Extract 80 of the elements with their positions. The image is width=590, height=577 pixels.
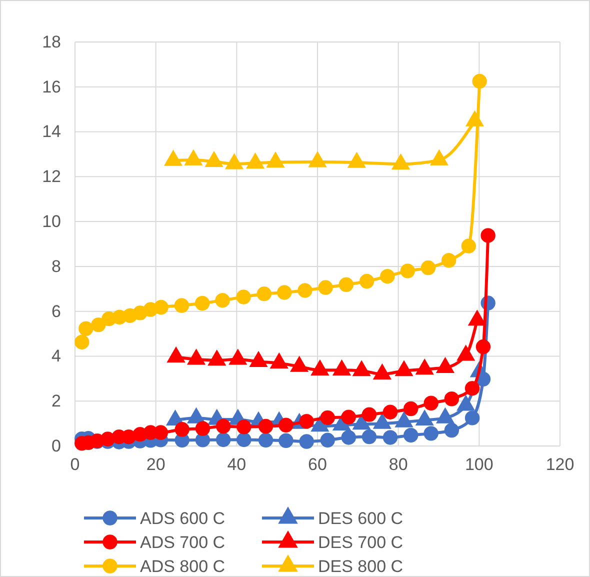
point (424, 426, 438, 441)
point (382, 404, 398, 420)
point (278, 418, 294, 432)
point (391, 153, 410, 170)
legend-label: DES 800 C (318, 557, 404, 576)
point (299, 414, 314, 429)
point (442, 253, 456, 268)
legend-label: ADS 800 C (140, 557, 226, 576)
x-tick-label: 60 (308, 455, 327, 474)
y-tick-label: 0 (52, 436, 61, 456)
y-tick-label: 14 (42, 122, 61, 142)
point (154, 300, 168, 315)
point (224, 153, 244, 170)
point (380, 268, 395, 284)
point (359, 274, 374, 289)
point (320, 432, 335, 448)
point (258, 418, 274, 434)
point (362, 429, 377, 444)
point (404, 428, 418, 443)
x-tick-label: 100 (464, 455, 494, 474)
point (216, 432, 231, 448)
y-tick-label: 16 (42, 77, 61, 96)
point (164, 150, 183, 166)
x-tick-label: 80 (388, 455, 408, 474)
point (184, 149, 203, 166)
point (464, 380, 480, 396)
point (382, 430, 398, 445)
point (424, 396, 438, 410)
point (236, 290, 251, 304)
y-tick-label: 4 (52, 346, 61, 366)
y-tick-label: 8 (52, 256, 61, 276)
point (430, 149, 448, 166)
x-tick-label: 40 (227, 455, 246, 474)
legend-label: DES 700 C (318, 533, 404, 552)
point (236, 432, 252, 448)
point (318, 280, 333, 295)
point (400, 264, 415, 278)
point (277, 285, 292, 300)
point (204, 150, 224, 167)
point (404, 401, 418, 416)
y-tick-label: 6 (52, 302, 61, 321)
point (476, 339, 491, 354)
legend-label: DES 600 C (318, 509, 404, 528)
point (174, 422, 190, 437)
point (444, 422, 460, 438)
point (215, 292, 230, 308)
point (347, 152, 366, 168)
point (194, 296, 210, 311)
legend-label: ADS 600 C (140, 509, 226, 528)
point (338, 277, 354, 292)
y-tick-label: 10 (42, 212, 61, 231)
point (195, 421, 210, 436)
point (480, 228, 496, 243)
point (461, 238, 476, 254)
point (420, 260, 436, 276)
legend-label: ADS 700 C (140, 533, 226, 552)
point (78, 321, 94, 336)
y-tick-label: 18 (42, 32, 61, 52)
point (74, 334, 90, 350)
point (266, 152, 285, 168)
point (91, 317, 106, 332)
point (174, 298, 190, 313)
x-tick-label: 0 (70, 455, 80, 474)
point (256, 286, 272, 302)
point (298, 283, 312, 298)
point (341, 430, 356, 445)
point (278, 433, 294, 448)
point (216, 418, 231, 434)
point (299, 434, 314, 449)
point (465, 110, 484, 126)
point (308, 151, 327, 168)
point (464, 410, 480, 426)
y-tick-label: 12 (42, 167, 61, 186)
x-tick-label: 20 (146, 455, 166, 474)
y-tick-label: 2 (52, 392, 61, 411)
point (236, 420, 252, 434)
point (246, 152, 265, 169)
point (258, 432, 274, 448)
x-tick-label: 120 (546, 455, 574, 474)
point (444, 392, 460, 406)
